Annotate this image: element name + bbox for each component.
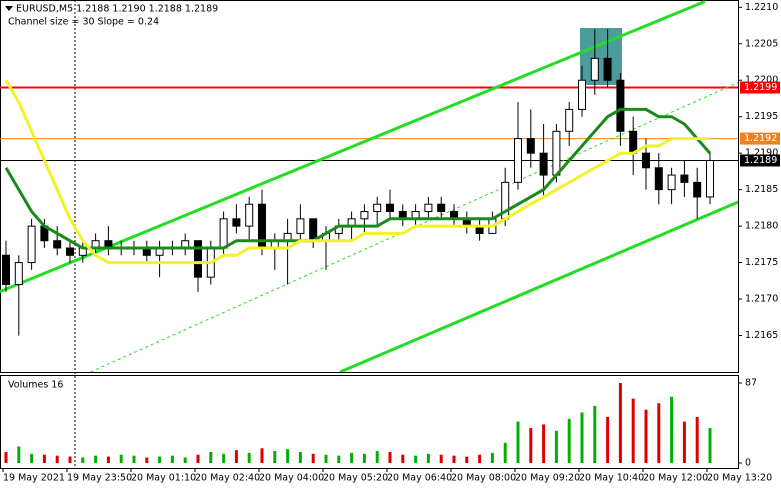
channel-line — [339, 200, 738, 372]
volume-plot — [4, 383, 712, 463]
candle-body — [616, 79, 625, 132]
candle-body — [590, 57, 599, 81]
volume-title: Volumes 16 — [8, 380, 63, 391]
candle-body — [194, 240, 202, 278]
level-label: 1.2189 — [744, 155, 777, 166]
y-tick-label: 1.2195 — [745, 111, 778, 122]
candle-body — [309, 218, 318, 242]
candle-body — [296, 218, 305, 234]
x-tick-label: 19 May 23:50 — [67, 473, 132, 484]
x-tick-label: 20 May 02:40 — [195, 473, 260, 484]
menu-icon — [5, 6, 13, 11]
x-tick-label: 20 May 13:20 — [707, 473, 772, 484]
moving-average — [4, 107, 712, 250]
candle-body — [706, 159, 714, 198]
channel-line — [0, 0, 706, 294]
candle-body — [526, 138, 535, 154]
candle-body — [629, 130, 638, 154]
chart-subtitle: Channel size = 30 Slope = 0.24 — [8, 17, 159, 28]
y-tick-label: 1.2200 — [745, 75, 778, 86]
candle-body — [66, 247, 74, 256]
candle-body — [53, 240, 62, 249]
candle-body — [2, 254, 10, 285]
x-tick-label: 20 May 04:00 — [259, 473, 324, 484]
chart-title: EURUSD,M5 1.2188 1.2190 1.2188 1.2189 — [16, 4, 218, 15]
y-tick-label: 1.2165 — [745, 330, 778, 341]
candle-body — [437, 203, 446, 213]
price-plot — [0, 0, 738, 372]
candle-body — [219, 218, 228, 249]
y-tick-label: 1.2205 — [745, 38, 778, 49]
candle-body — [603, 57, 612, 81]
candle-body — [424, 203, 433, 213]
x-tick-label: 20 May 01:10 — [131, 473, 196, 484]
level-label-bg — [740, 132, 780, 145]
candle-body — [514, 138, 522, 183]
candle-body — [14, 262, 23, 285]
candle-body — [680, 174, 689, 183]
candle-body — [245, 203, 254, 227]
candle-body — [565, 108, 574, 132]
x-tick-label: 20 May 08:00 — [451, 473, 516, 484]
candle-body — [27, 225, 36, 264]
candle-body — [360, 211, 369, 220]
y-tick-label: 1.2210 — [745, 2, 778, 13]
volume-frame — [0, 375, 739, 469]
level-label-bg — [740, 81, 780, 94]
y-tick-label: 1.2170 — [745, 294, 778, 305]
moving-average — [4, 79, 710, 265]
candle-body — [654, 167, 663, 191]
candle-body — [386, 203, 394, 213]
candle-body — [693, 181, 702, 198]
candle-body — [539, 152, 548, 176]
volume-tick-label: 87 — [745, 378, 757, 389]
x-tick-label: 20 May 12:00 — [643, 473, 708, 484]
y-tick-label: 1.2175 — [745, 257, 778, 268]
y-tick-label: 1.2190 — [745, 148, 778, 159]
x-tick-label: 20 May 10:40 — [579, 473, 644, 484]
x-tick-label: 20 May 05:20 — [323, 473, 388, 484]
candle-body — [232, 218, 241, 227]
candle-body — [667, 174, 676, 191]
level-label: 1.2199 — [744, 82, 777, 93]
y-tick-label: 1.2180 — [745, 221, 778, 232]
x-tick-label: 20 May 09:20 — [515, 473, 580, 484]
level-label-bg — [740, 154, 780, 167]
x-tick-label: 20 May 06:40 — [387, 473, 452, 484]
candle-body — [373, 203, 382, 213]
volume-tick-label: 0 — [745, 458, 751, 469]
level-label: 1.2192 — [744, 133, 777, 144]
x-tick-label: 19 May 2021 — [3, 473, 65, 484]
candle-body — [552, 130, 561, 176]
candle-body — [578, 79, 586, 110]
candle-body — [642, 152, 650, 169]
y-tick-label: 1.2185 — [745, 184, 778, 195]
price-frame — [0, 0, 739, 373]
